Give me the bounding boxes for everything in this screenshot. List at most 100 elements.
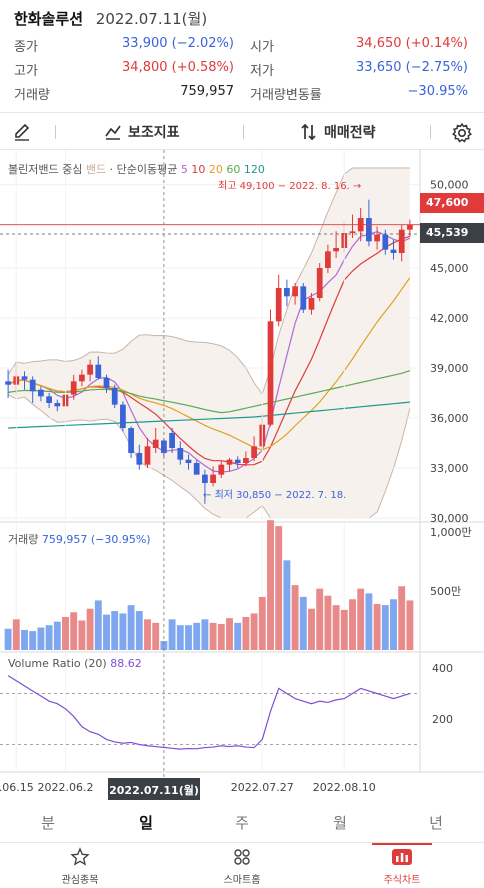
strategy-label: 매매전략 — [324, 125, 376, 141]
ma-period-label: 10 — [187, 163, 206, 176]
candle-body — [38, 389, 44, 397]
candle-body — [152, 439, 159, 448]
candle-body — [5, 381, 11, 385]
nav-item[interactable]: 주식차트 — [362, 843, 442, 886]
period-tab[interactable]: 일 — [139, 814, 153, 832]
volume-bar — [250, 613, 258, 650]
toolbar-divider — [430, 125, 431, 139]
volume-bar — [86, 608, 94, 650]
price-tick-label: 50,000 — [430, 179, 469, 192]
stock-chart[interactable]: 50,000 45,000 42,000 39,000 36,000 33,000 30,0… — [0, 150, 484, 800]
candle-body — [267, 321, 274, 425]
low-label: 저가 — [250, 64, 274, 79]
volume-tick-label: 1,000만 — [430, 526, 472, 539]
volume-ratio-chart: 400 200 — [0, 662, 453, 750]
volume-bar — [62, 616, 69, 650]
candle-body — [251, 446, 257, 458]
nav-item[interactable]: 스마트홈 — [202, 847, 282, 886]
volume-bar — [45, 625, 53, 650]
period-tab[interactable]: 월 — [333, 814, 347, 832]
strategy-button[interactable]: 매매전략 — [300, 122, 376, 142]
candle-body — [308, 298, 315, 310]
high-value: 34,800 (+0.58%) — [122, 60, 234, 75]
volume-bar — [299, 596, 307, 650]
nav-item-label: 스마트홈 — [223, 875, 261, 886]
toolbar-divider — [55, 125, 56, 139]
bar-chart-icon — [362, 847, 442, 869]
candle-body — [120, 404, 126, 428]
volume-bar — [209, 622, 217, 650]
volume-bar — [185, 625, 192, 650]
candle-body — [202, 474, 208, 483]
high-label: 고가 — [14, 64, 38, 79]
volume-bar — [103, 614, 110, 650]
volume-bar — [152, 622, 160, 650]
volume-bar — [78, 620, 86, 650]
candle-body — [333, 248, 339, 252]
volume-bar — [308, 608, 315, 650]
toolbar-divider — [243, 125, 244, 139]
main-legend: 볼린저밴드 중심 밴드 · 단순이동평균 5 10 20 60 120 — [8, 161, 265, 177]
candle-body — [128, 428, 134, 453]
close-value: 33,900 (−2.02%) — [122, 36, 234, 51]
quote-date: 2022.07.11(월) — [95, 10, 208, 28]
close-label: 종가 — [14, 40, 38, 55]
date-tick-label: .06.15 — [0, 781, 34, 794]
period-tab[interactable]: 주 — [235, 814, 249, 832]
volume-bar — [144, 619, 151, 650]
ma-period-label: 20 — [205, 163, 223, 176]
volume-bar — [324, 595, 332, 650]
volume-change-label: 거래량변동률 — [250, 88, 322, 103]
candle-body — [243, 458, 249, 463]
settings-button[interactable] — [451, 122, 473, 144]
open-value: 34,650 (+0.14%) — [356, 36, 468, 51]
candle-body — [21, 376, 28, 380]
current-price-tag: 47,600 — [420, 193, 484, 213]
open-label: 시가 — [250, 40, 274, 55]
ratio-legend-label: Volume Ratio (20) — [8, 657, 107, 670]
high-annotation: 최고 49,100 − 2022. 8. 16. → — [218, 181, 362, 192]
ma120-line — [8, 401, 410, 429]
period-tab[interactable]: 년 — [429, 814, 443, 832]
stock-title: 한화솔루션 2022.07.11(월) — [14, 8, 207, 29]
candle-body — [46, 396, 52, 403]
ratio-tick-label: 200 — [432, 713, 453, 726]
volume-bar — [160, 641, 168, 650]
candle-body — [382, 234, 389, 250]
candle-body — [390, 249, 397, 253]
ma-period-label: 120 — [240, 163, 265, 176]
volume-bar — [291, 585, 299, 650]
ma-period-label: 5 — [180, 163, 188, 176]
volume-bar — [267, 520, 274, 650]
candle-body — [366, 218, 372, 242]
period-tab[interactable]: 분 — [41, 814, 55, 832]
indicator-button[interactable]: 보조지표 — [104, 122, 180, 142]
nav-item[interactable]: 관심종목 — [40, 847, 120, 886]
volume-bar — [340, 609, 348, 650]
grid-icon — [202, 847, 282, 869]
ma-period-label: 60 — [222, 163, 241, 176]
date-tick-label: 2022.06.2 — [38, 781, 94, 794]
chart-area[interactable]: 50,000 45,000 42,000 39,000 36,000 33,000 30,0… — [0, 150, 484, 800]
ma-period-list: 5 10 20 60 120 — [181, 163, 265, 176]
candle-body — [275, 288, 282, 322]
volume-bar — [70, 612, 78, 650]
indicator-label: 보조지표 — [128, 125, 180, 141]
candle-body — [169, 433, 175, 448]
volume-bar — [201, 619, 209, 650]
candle-body — [226, 459, 233, 465]
crosshair-price-tag: 45,539 — [420, 223, 484, 243]
ratio-tick-label: 400 — [432, 662, 453, 675]
draw-tool-button[interactable] — [12, 122, 32, 142]
volume-bar — [21, 629, 28, 650]
volume-tick-label: 500만 — [430, 585, 461, 598]
candle-body — [144, 446, 151, 465]
candle-body — [325, 251, 331, 268]
volume-bar — [53, 621, 61, 650]
candle-body — [374, 234, 380, 242]
indicator-icon — [105, 125, 121, 140]
candle-body — [79, 374, 85, 382]
candle-body — [103, 378, 110, 388]
volume-bar — [12, 619, 20, 650]
candle-body — [193, 463, 200, 475]
